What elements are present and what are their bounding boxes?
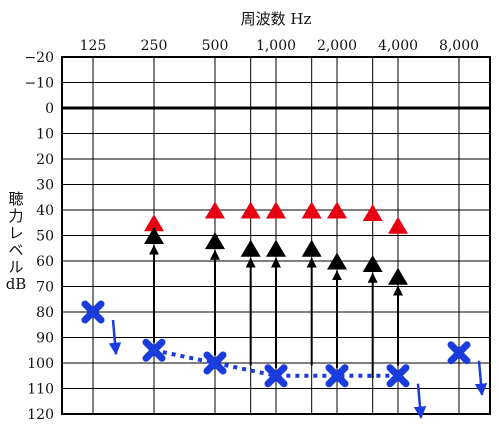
y-tick-label: 40 — [36, 203, 54, 219]
cross-marker — [447, 341, 471, 365]
cross-marker — [386, 364, 410, 388]
triangle-marker — [240, 201, 261, 219]
y-tick-label: 70 — [36, 280, 54, 296]
triangle-marker — [205, 232, 225, 250]
arrows — [149, 244, 403, 379]
triangle-marker — [362, 255, 383, 273]
x-tick-label: 2,000 — [317, 38, 357, 54]
triangle-marker — [327, 252, 347, 270]
y-tick-label: 60 — [36, 254, 54, 270]
chart-title: 周波数 Hz — [241, 10, 312, 28]
scale-out-arrow — [413, 383, 427, 419]
y-tick-label: 50 — [36, 229, 54, 245]
triangle-marker — [388, 267, 408, 285]
y-axis-label-line: レ — [8, 224, 23, 242]
y-tick-label: 80 — [36, 305, 54, 321]
y-tick-label: 110 — [27, 382, 54, 398]
x-tick-label: 4,000 — [378, 38, 418, 54]
x-tick-label: 125 — [80, 38, 107, 54]
triangle-marker — [240, 239, 261, 257]
y-tick-label: 120 — [27, 407, 54, 423]
y-axis-label-line: 聴 — [8, 190, 23, 208]
triangle-marker — [362, 204, 383, 222]
y-axis-label-line: ベ — [8, 241, 23, 259]
y-axis-label-line: dB — [6, 275, 27, 293]
y-tick-label: −20 — [24, 50, 54, 66]
triangle-marker — [301, 239, 322, 257]
y-tick-label: 90 — [36, 331, 54, 347]
triangle-marker — [388, 216, 408, 234]
cross-marker — [264, 364, 288, 388]
cross-marker — [142, 338, 166, 362]
y-tick-label: −10 — [24, 76, 54, 92]
x-tick-label: 8,000 — [439, 38, 479, 54]
y-tick-label: 30 — [36, 178, 54, 194]
x-axis-ticks: 125 250 500 1,000 2,000 4,000 8,000 — [80, 38, 479, 54]
markers — [81, 201, 488, 419]
triangle-marker — [327, 201, 347, 219]
y-tick-label: 20 — [36, 152, 54, 168]
cross-marker — [81, 300, 105, 324]
y-tick-label: 10 — [36, 127, 54, 143]
triangle-marker — [144, 227, 164, 244]
triangle-marker — [266, 239, 286, 257]
y-axis-label-line: ル — [8, 258, 23, 276]
x-tick-label: 250 — [141, 38, 168, 54]
y-axis-ticks: −20 −10 0 10 20 30 40 50 60 70 80 90 100 110 120 — [24, 50, 54, 423]
y-tick-label: 100 — [27, 356, 54, 372]
y-tick-label: 0 — [45, 101, 54, 117]
x-tick-label: 500 — [202, 38, 229, 54]
triangle-marker — [205, 201, 225, 219]
cross-marker — [325, 364, 349, 388]
scale-out-arrow — [108, 319, 122, 356]
triangle-marker — [144, 214, 164, 232]
y-axis-label-line: 力 — [8, 207, 23, 225]
scale-out-arrow — [474, 360, 488, 397]
cross-marker — [203, 351, 227, 375]
triangle-marker — [301, 201, 322, 219]
triangle-marker — [266, 201, 286, 219]
x-tick-label: 1,000 — [256, 38, 296, 54]
